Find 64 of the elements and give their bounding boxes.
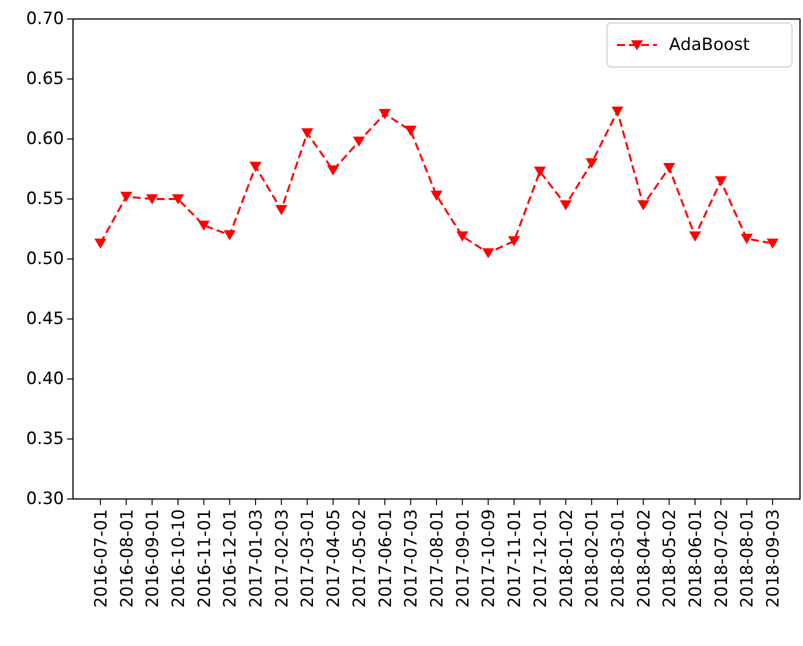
point [689,231,702,242]
y-tick-label: 0.70 [26,9,64,29]
x-tick-label: 2018-06-01 [686,509,706,608]
y-tick-label: 0.50 [26,249,64,269]
x-tick-label: 2017-09-01 [453,509,474,608]
x-tick-label: 2017-02-03 [272,509,292,608]
legend-label: AdaBoost [669,35,750,55]
x-tick-label: 2016-09-01 [143,509,164,608]
x-tick-label: 2017-08-01 [428,509,448,608]
x-tick-label: 2017-12-01 [530,509,551,608]
y-tick-label: 0.40 [26,369,64,389]
point [327,165,340,176]
point [534,166,546,177]
x-tick-label: 2017-10-09 [479,509,500,608]
x-tick-label: 2018-09-03 [764,509,784,608]
x-tick-label: 2016-12-01 [220,509,241,608]
x-tick-label: 2018-07-02 [712,509,732,608]
point [301,128,314,138]
y-tick-label: 0.45 [26,309,64,329]
point [378,109,391,120]
x-tick-label: 2018-02-01 [582,509,603,608]
point [146,194,158,204]
point [663,163,676,174]
point [250,162,262,172]
y-tick-label: 0.60 [26,129,64,149]
x-tick-label: 2017-04-05 [324,509,344,608]
point [404,126,417,136]
point [430,190,442,201]
x-tick-label: 2016-07-01 [91,509,112,608]
point [586,158,598,168]
y-tick-label: 0.65 [26,69,64,89]
x-tick-label: 2016-10-10 [168,509,189,608]
x-tick-label: 2017-03-01 [298,509,318,608]
x-tick-label: 2018-05-02 [660,509,680,608]
point [352,136,365,147]
point [560,200,572,210]
point [120,192,132,202]
x-tick-label: 2016-08-01 [117,509,138,608]
x-tick-label: 2018-08-01 [738,509,758,608]
y-tick-label: 0.30 [26,489,64,509]
point [275,205,288,216]
point [198,220,210,231]
point [611,106,624,117]
point [482,248,494,258]
point [637,200,650,210]
point [740,234,753,244]
point [94,238,106,249]
x-tick-label: 2017-07-03 [402,509,422,608]
point [714,176,727,186]
point [172,194,184,204]
y-tick-label: 0.55 [26,189,64,209]
x-tick-label: 2018-01-02 [556,509,577,608]
y-tick-label: 0.35 [26,429,64,449]
point [508,236,520,246]
x-tick-label: 2017-05-02 [350,509,370,608]
x-tick-label: 2018-04-02 [634,509,654,608]
x-tick-label: 2017-06-01 [376,509,396,608]
x-tick-label: 2016-11-01 [194,509,215,608]
point [456,231,468,242]
x-tick-label: 2017-01-03 [246,509,267,608]
point [224,230,236,240]
x-tick-label: 2017-11-01 [505,509,526,608]
point [766,238,779,249]
x-tick-label: 2018-03-01 [608,509,628,608]
